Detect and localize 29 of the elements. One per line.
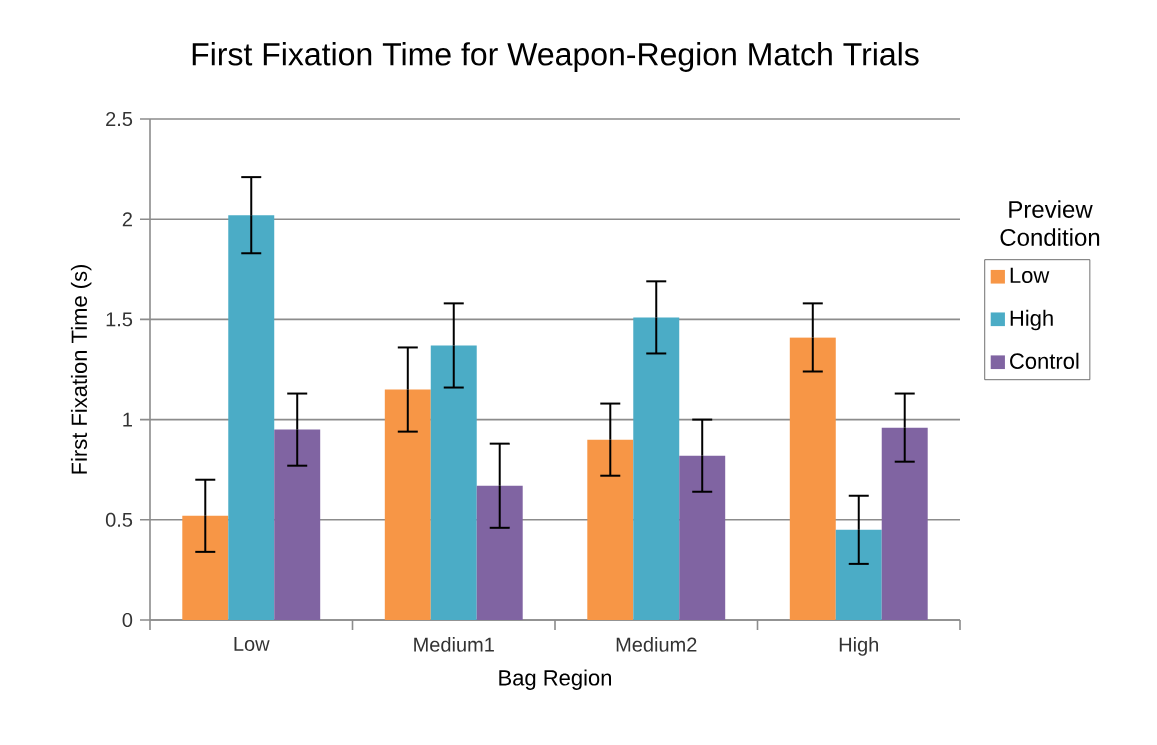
x-tick-label: Low: [234, 637, 270, 652]
chart-title: First Fixation Time for Weapon-Region Match Trials: [192, 42, 919, 72]
legend-title: Preview Condition: [1000, 200, 1100, 246]
y-tick-label: 0: [122, 612, 133, 628]
legend-label: High: [1010, 309, 1053, 331]
bar: [228, 215, 275, 620]
bar: [430, 345, 477, 620]
x-tick-label: Medium2: [616, 637, 697, 652]
y-tick-label: 0.5: [105, 512, 133, 527]
bar: [476, 485, 523, 620]
y-tick-label: 2.5: [106, 111, 133, 127]
legend-label: Low: [1010, 267, 1050, 284]
y-tick-label: 1.5: [106, 312, 133, 327]
bar: [679, 455, 726, 620]
x-tick-label: Medium1: [414, 637, 494, 652]
bar: [633, 317, 680, 620]
bar: [182, 515, 229, 620]
y-axis-title: First Fixation Time (s): [70, 264, 92, 474]
bar: [384, 389, 431, 620]
bar: [789, 337, 836, 620]
y-tick-label: 2: [122, 212, 132, 227]
x-axis-title: Bag Region: [499, 669, 611, 690]
bar: [274, 429, 321, 620]
legend-label: Control: [1010, 352, 1079, 369]
bar: [835, 529, 882, 620]
bar: [587, 439, 634, 620]
y-tick-label: 1: [123, 412, 132, 427]
bar: [881, 427, 928, 620]
x-tick-label: High: [839, 637, 879, 656]
